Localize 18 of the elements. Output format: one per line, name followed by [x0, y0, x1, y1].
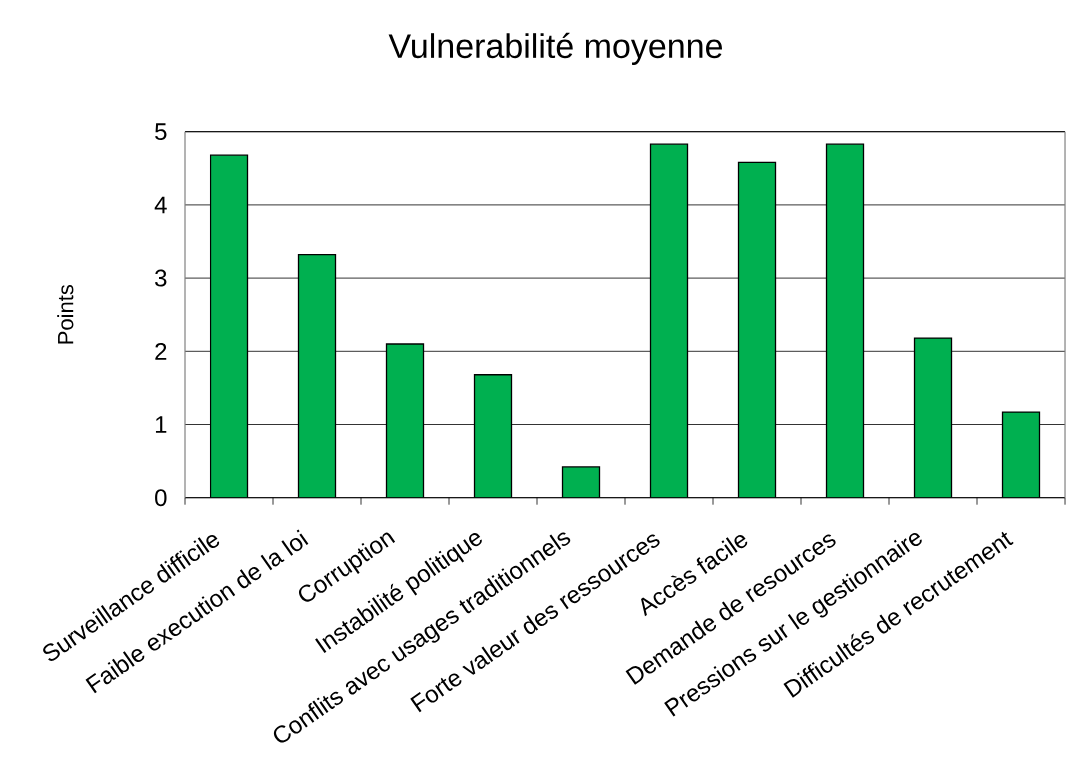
y-tick-label: 3 [155, 269, 167, 287]
bar [1001, 411, 1041, 498]
chart-title: Vulnerabilité moyenne [388, 32, 722, 65]
y-tick-label: 4 [154, 196, 167, 214]
bar [825, 143, 865, 498]
y-tick-label: 0 [155, 489, 167, 507]
bar [209, 154, 249, 498]
bar [473, 374, 513, 498]
y-axis-title: Points [57, 284, 74, 344]
bar [297, 254, 337, 498]
y-tick-label: 2 [155, 342, 167, 360]
bar [737, 161, 777, 498]
bar [913, 337, 953, 498]
bar [649, 143, 689, 498]
bar [385, 343, 425, 498]
y-tick-label: 1 [155, 416, 167, 433]
y-tick-label: 5 [155, 123, 167, 141]
bar [561, 466, 601, 498]
